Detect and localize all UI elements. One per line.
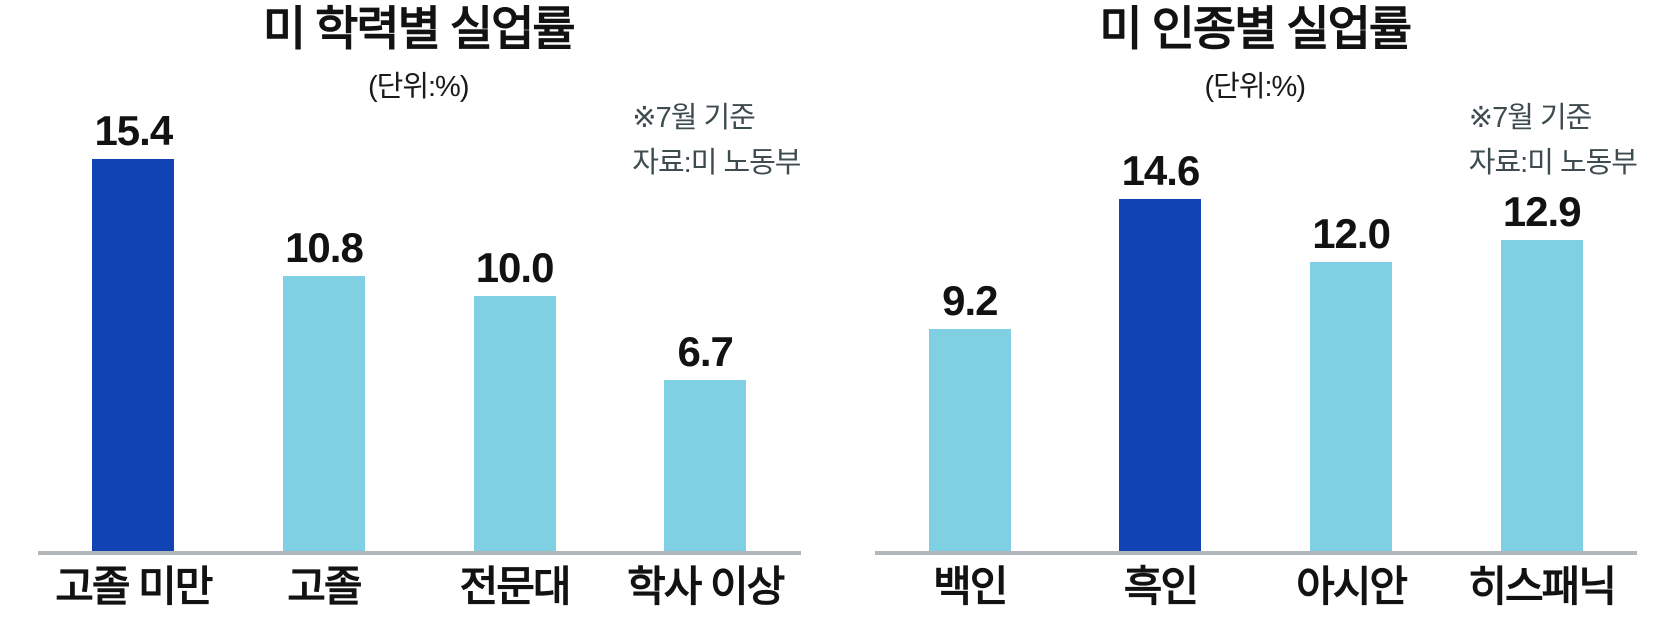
chart-note: ※7월 기준 자료:미 노동부 [1468,96,1638,186]
bar-college [473,296,556,551]
note-asof: ※7월 기준 [632,102,756,134]
plot-area: 9.2 14.6 12.0 12.9 [875,105,1638,551]
category-label-black: 흑인 [1123,563,1199,610]
bar-value-label: 15.4 [94,107,173,154]
bar-asian [1310,262,1393,551]
bar-bachelor-plus [664,380,747,551]
bar-hispanic [1500,240,1583,551]
bar-group-asian: 12.0 [1256,105,1447,551]
category-label-bachelor-plus: 학사 이상 [627,563,785,610]
bar-group-bachelor-plus: 6.7 [610,105,801,551]
chart-title: 미 인종별 실업률 [1099,2,1412,55]
bar-group-white: 9.2 [875,105,1066,551]
x-axis-line [874,551,1637,555]
education-chart-panel: 미 학력별 실업률 (단위:%) ※7월 기준 자료:미 노동부 15.4 10… [38,2,802,615]
category-label-white: 백인 [933,563,1008,610]
bar-value-label: 10.0 [475,244,555,291]
bar-value-label: 10.8 [285,224,364,271]
bar-group-hispanic: 12.9 [1446,105,1637,551]
bar-less-than-hs [92,159,175,551]
category-labels: 백인 흑인 아시안 히스패닉 [875,559,1638,615]
chart-note: ※7월 기준 자료:미 노동부 [632,96,801,186]
category-label-hs-grad: 고졸 [287,563,362,610]
unit-label: (단위:%) [367,71,470,104]
bar-hs-grad [282,276,365,551]
bar-group-black: 14.6 [1065,105,1256,551]
race-chart-panel: 미 인종별 실업률 (단위:%) ※7월 기준 자료:미 노동부 9.2 14.… [837,0,1673,617]
bar-black [1119,199,1202,551]
category-label-less-than-hs: 고졸 미만 [55,563,213,610]
bar-group-college: 10.0 [419,105,610,551]
chart-title: 미 학력별 실업률 [262,2,576,55]
note-asof: ※7월 기준 [1468,102,1593,134]
category-label-college: 전문대 [459,563,572,610]
unit-label: (단위:%) [1204,71,1306,104]
bar-group-less-than-hs: 15.4 [38,105,229,551]
bar-value-label: 9.2 [942,277,998,324]
bar-value-label: 12.9 [1502,188,1582,235]
category-labels: 고졸 미만 고졸 전문대 학사 이상 [38,559,801,615]
bar-white [928,329,1011,551]
bar-value-label: 6.7 [677,328,733,375]
category-label-asian: 아시안 [1296,563,1408,610]
plot-area: 15.4 10.8 10.0 6.7 [38,105,801,551]
bar-group-hs-grad: 10.8 [229,105,420,551]
note-source: 자료:미 노동부 [632,146,801,179]
x-axis-line [38,551,801,555]
category-label-hispanic: 히스패닉 [1468,563,1617,610]
bar-value-label: 14.6 [1121,147,1201,194]
note-source: 자료:미 노동부 [1468,146,1638,179]
bar-value-label: 12.0 [1312,210,1391,257]
